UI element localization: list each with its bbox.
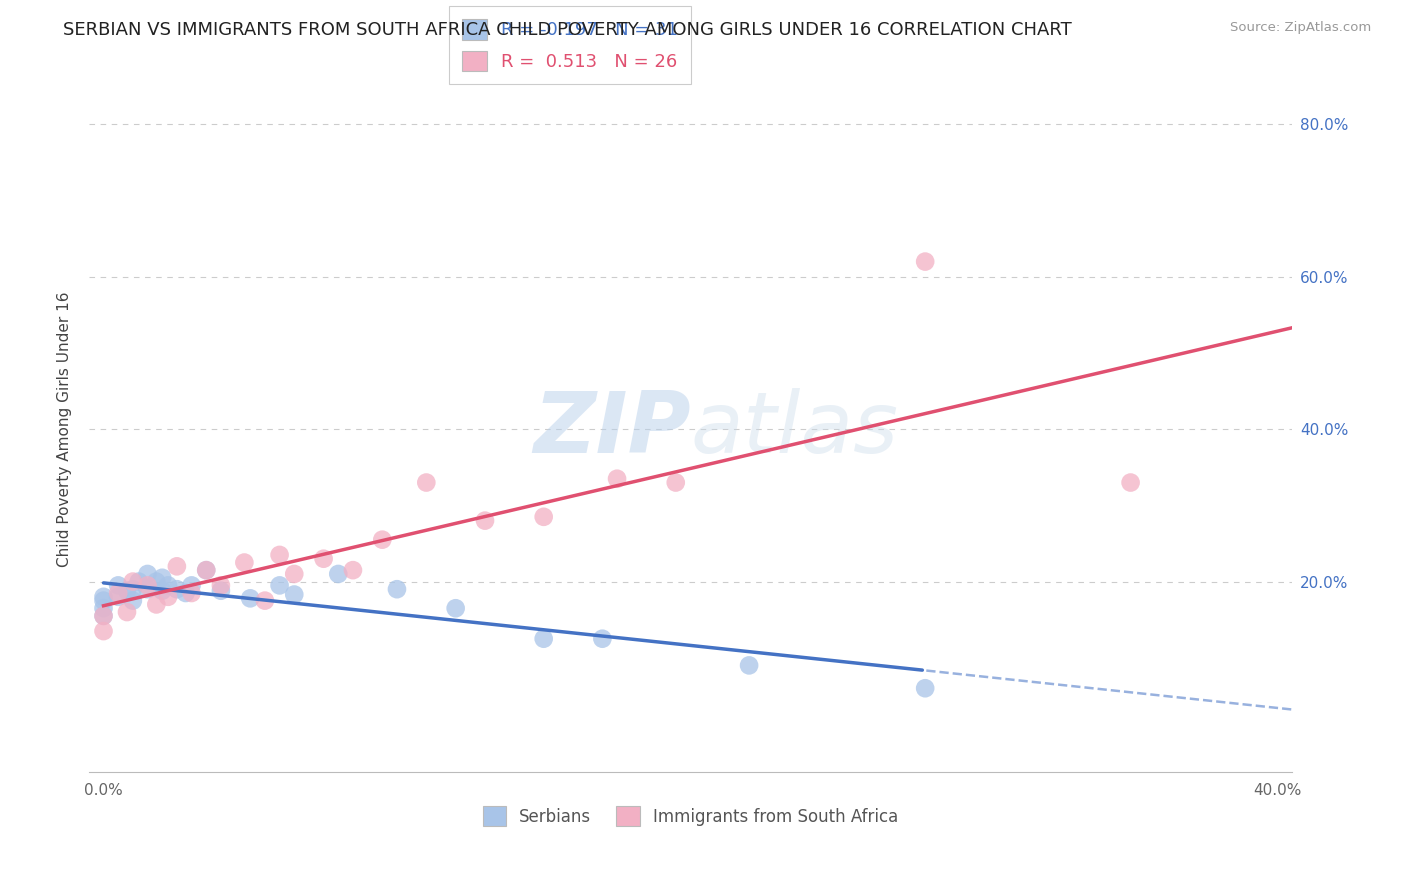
Point [115, 583, 138, 598]
Point [150, 583, 173, 598]
Point [180, 586, 202, 600]
Point [328, 566, 350, 581]
Point [145, 598, 167, 612]
Point [283, 566, 305, 581]
Point [342, 563, 364, 577]
Point [1119, 475, 1142, 490]
Point [738, 658, 761, 673]
Point [533, 632, 555, 646]
Point [93, 624, 115, 639]
Text: atlas: atlas [690, 388, 898, 471]
Point [93, 608, 115, 623]
Point [195, 563, 218, 577]
Point [914, 681, 936, 696]
Point [665, 475, 688, 490]
Point [107, 578, 129, 592]
Point [415, 475, 437, 490]
Point [371, 533, 394, 547]
Point [157, 590, 180, 604]
Point [93, 601, 115, 615]
Y-axis label: Child Poverty Among Girls Under 16: Child Poverty Among Girls Under 16 [58, 292, 72, 567]
Point [180, 578, 202, 592]
Text: Source: ZipAtlas.com: Source: ZipAtlas.com [1230, 21, 1371, 34]
Point [444, 601, 467, 615]
Point [474, 514, 496, 528]
Point [253, 593, 276, 607]
Point [121, 582, 143, 597]
Point [914, 254, 936, 268]
Point [136, 582, 159, 597]
Point [269, 578, 291, 592]
Point [591, 632, 613, 646]
Point [533, 509, 555, 524]
Point [269, 548, 291, 562]
Point [174, 586, 197, 600]
Point [157, 578, 180, 592]
Point [312, 551, 335, 566]
Point [136, 566, 159, 581]
Point [128, 574, 150, 589]
Point [115, 605, 138, 619]
Point [606, 472, 628, 486]
Point [209, 578, 232, 592]
Point [93, 590, 115, 604]
Point [145, 574, 167, 589]
Point [385, 582, 408, 597]
Point [121, 574, 143, 589]
Point [93, 593, 115, 607]
Point [233, 556, 256, 570]
Point [239, 591, 262, 606]
Point [121, 593, 143, 607]
Point [107, 590, 129, 604]
Point [107, 586, 129, 600]
Point [283, 588, 305, 602]
Point [209, 583, 232, 598]
Legend: Serbians, Immigrants from South Africa: Serbians, Immigrants from South Africa [475, 800, 905, 832]
Point [195, 563, 218, 577]
Point [136, 578, 159, 592]
Point [166, 582, 188, 597]
Text: ZIP: ZIP [533, 388, 690, 471]
Point [93, 608, 115, 623]
Point [166, 559, 188, 574]
Text: SERBIAN VS IMMIGRANTS FROM SOUTH AFRICA CHILD POVERTY AMONG GIRLS UNDER 16 CORRE: SERBIAN VS IMMIGRANTS FROM SOUTH AFRICA … [63, 21, 1071, 38]
Point [150, 571, 173, 585]
